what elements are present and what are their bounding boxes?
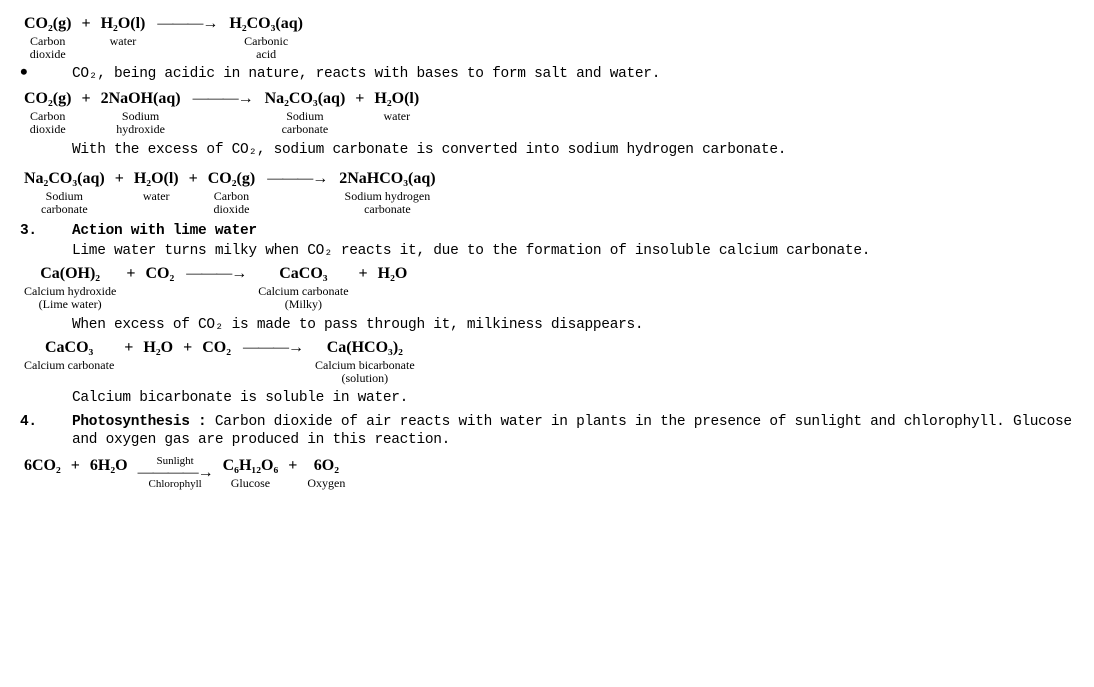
section-3-number: 3. <box>20 222 72 240</box>
bullet-text: CO₂, being acidic in nature, reacts with… <box>72 65 1074 83</box>
excess-co2-line: With the excess of CO₂, sodium carbonate… <box>72 141 1074 159</box>
section-3-line-3: Calcium bicarbonate is soluble in water. <box>72 389 1074 407</box>
section-3-header: 3. Action with lime water <box>20 222 1074 240</box>
section-3-line-2: When excess of CO₂ is made to pass throu… <box>72 316 1074 334</box>
section-3-title: Action with lime water <box>72 222 1074 240</box>
arrow-icon: ———→ <box>149 14 225 34</box>
section-4-text: Carbon dioxide of air reacts with water … <box>72 414 1072 448</box>
arrow-icon: ———→ <box>235 338 311 358</box>
section-4-number: 4. <box>20 413 72 431</box>
eq1-product-1: H₂CO₃(aq) Carbonicacid <box>229 14 303 61</box>
bullet-marker: • <box>20 65 72 85</box>
equation-co2-naoh: CO₂(g) Carbondioxide + 2NaOH(aq) Sodiumh… <box>20 89 1074 136</box>
equation-photosynthesis: 6CO₂ + 6H₂O Sunlight ————→ Chlorophyll C… <box>20 456 1074 491</box>
section-3-line-1: Lime water turns milky when CO₂ reacts i… <box>72 242 1074 260</box>
arrow-icon: ———→ <box>259 169 335 189</box>
section-4-header: 4. Photosynthesis : Carbon dioxide of ai… <box>20 413 1074 449</box>
equation-co2-carbonic-acid: CO₂(g) Carbondioxide + H₂O(l) water ———→… <box>20 14 1074 61</box>
section-4-title: Photosynthesis : <box>72 414 206 430</box>
arrow-icon: ———→ <box>178 264 254 284</box>
equation-nahco3: Na₂CO₃(aq) Sodiumcarbonate + H₂O(l) wate… <box>20 169 1074 216</box>
bullet-row: • CO₂, being acidic in nature, reacts wi… <box>20 65 1074 85</box>
arrow-icon: ———→ <box>185 89 261 109</box>
plus-op: + <box>75 14 96 34</box>
equation-lime-water: Ca(OH)₂ Calcium hydroxide(Lime water) + … <box>20 264 1074 311</box>
equation-calcium-bicarb: CaCO₃ Calcium carbonate + H₂O + CO₂ ———→… <box>20 338 1074 385</box>
eq1-reactant-1: CO₂(g) Carbondioxide <box>24 14 71 61</box>
section-4-body: Photosynthesis : Carbon dioxide of air r… <box>72 413 1074 449</box>
labeled-arrow-icon: Sunlight ————→ Chlorophyll <box>132 456 219 491</box>
eq1-reactant-2: H₂O(l) water <box>101 14 146 48</box>
